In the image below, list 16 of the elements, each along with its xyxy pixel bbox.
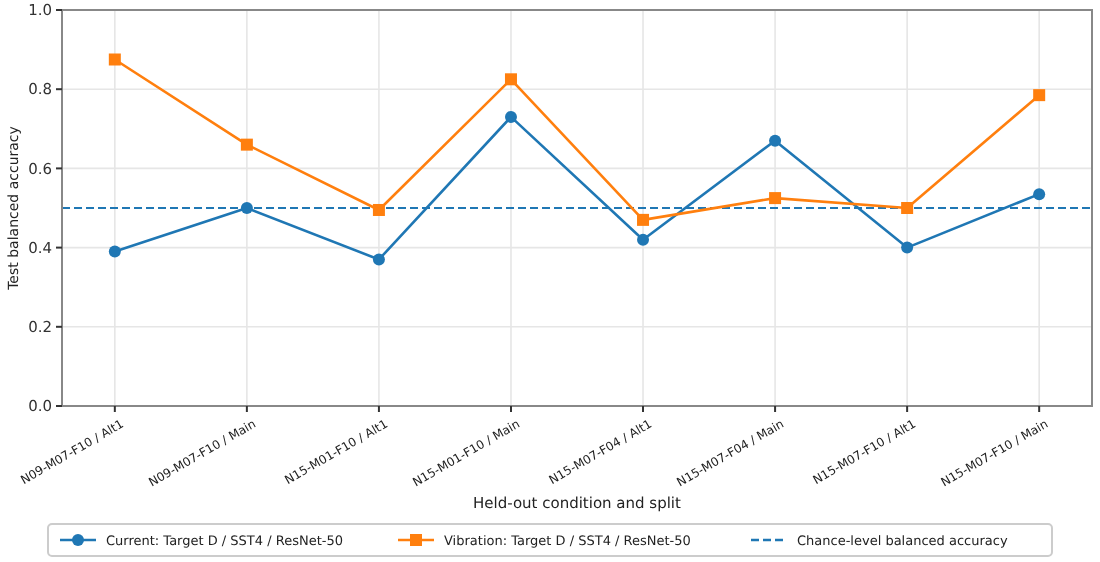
point xyxy=(637,233,650,246)
point xyxy=(637,213,650,226)
point xyxy=(108,53,121,66)
point xyxy=(901,241,914,254)
point xyxy=(1033,89,1046,102)
point xyxy=(901,202,914,214)
point xyxy=(1033,188,1046,201)
point xyxy=(769,192,782,205)
point xyxy=(372,203,385,216)
point xyxy=(240,138,253,151)
point xyxy=(504,110,517,123)
point xyxy=(240,202,253,214)
point xyxy=(108,245,121,258)
point xyxy=(769,134,782,147)
point xyxy=(504,73,517,86)
point xyxy=(372,253,385,266)
